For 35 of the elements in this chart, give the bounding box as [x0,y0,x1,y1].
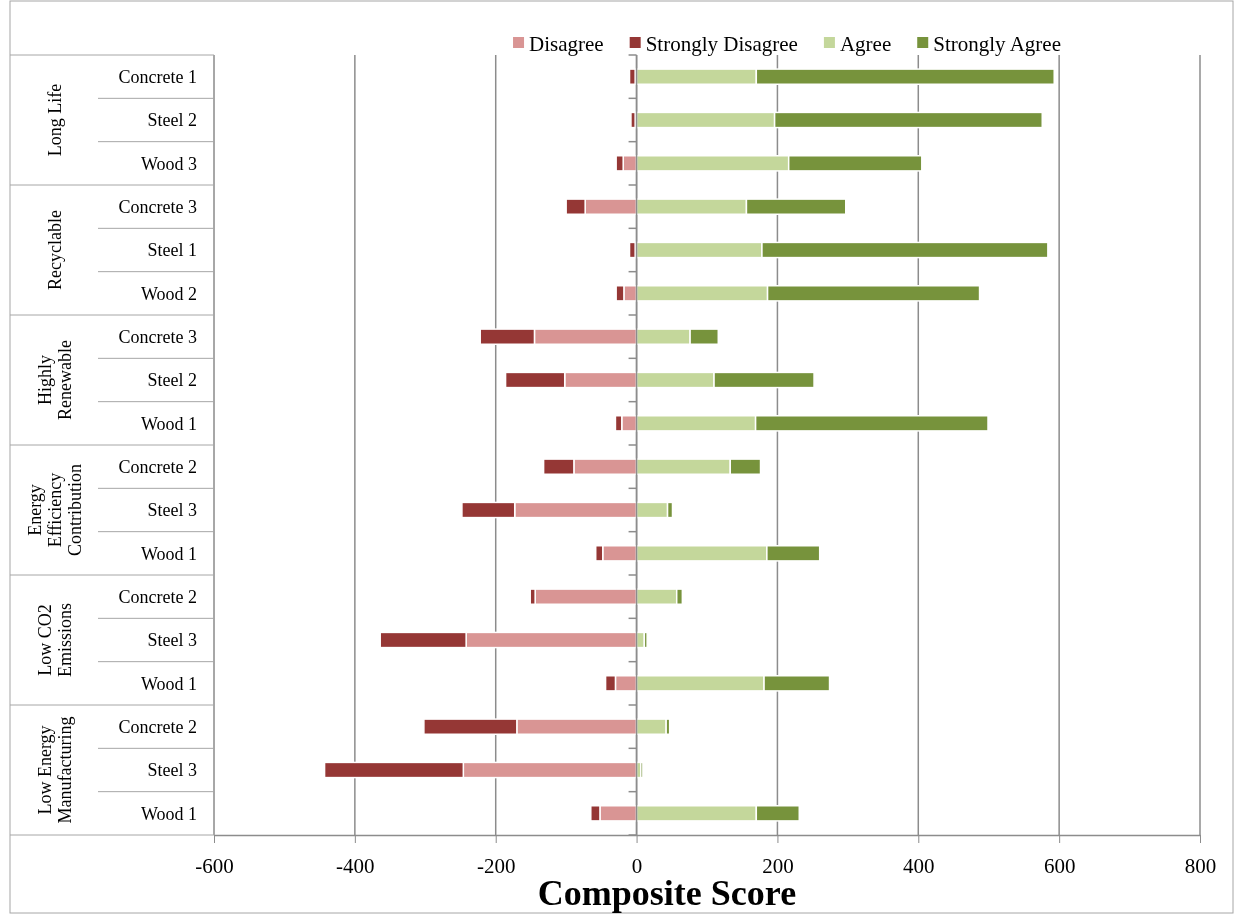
x-tick-label: 600 [1043,854,1076,879]
y-tick-label: Wood 3 [140,153,197,174]
y-tick-label: Steel 2 [147,370,197,391]
legend-label: Strongly Disagree [645,32,798,57]
text: Low CO2 Emissions [35,602,76,678]
y-tick-label: Steel 1 [147,240,197,261]
y-tick-label: Wood 1 [140,673,197,694]
y-tick-label: Concrete 2 [118,716,197,737]
y-tick-label: Wood 1 [140,413,197,434]
text: Long Life [45,83,66,157]
y-tick-label: Steel 2 [147,110,197,131]
y-tick-label: Concrete 1 [118,66,197,87]
text: Energy Efficiency Contribution [25,463,86,557]
x-tick-label: -200 [476,854,516,879]
y-tick-label: Wood 1 [140,543,197,564]
x-tick-label: -400 [336,854,375,879]
legend-label: Strongly Agree [933,32,1061,57]
legend-label: Agree [839,32,892,57]
y-tick-label: Concrete 3 [118,196,197,217]
x-tick-label: -600 [195,854,234,879]
text: Recyclable [45,210,66,290]
x-tick-label: 400 [903,854,935,879]
x-tick-label: 800 [1184,854,1217,879]
y-tick-label: Steel 3 [147,500,197,521]
text: Low Energy Manufacturing [35,716,76,824]
bar [640,761,644,779]
y-tick-label: Wood 2 [140,283,197,304]
y-tick-label: Concrete 3 [118,326,197,347]
y-tick-label: Concrete 2 [118,456,197,477]
y-tick-label: Concrete 2 [118,586,197,607]
y-tick-label: Steel 3 [147,630,197,651]
y-tick-label: Wood 1 [140,803,197,824]
y-tick-label: Steel 3 [147,760,197,781]
legend-label: Disagree [529,32,604,57]
text: Highly Renewable [35,340,76,420]
